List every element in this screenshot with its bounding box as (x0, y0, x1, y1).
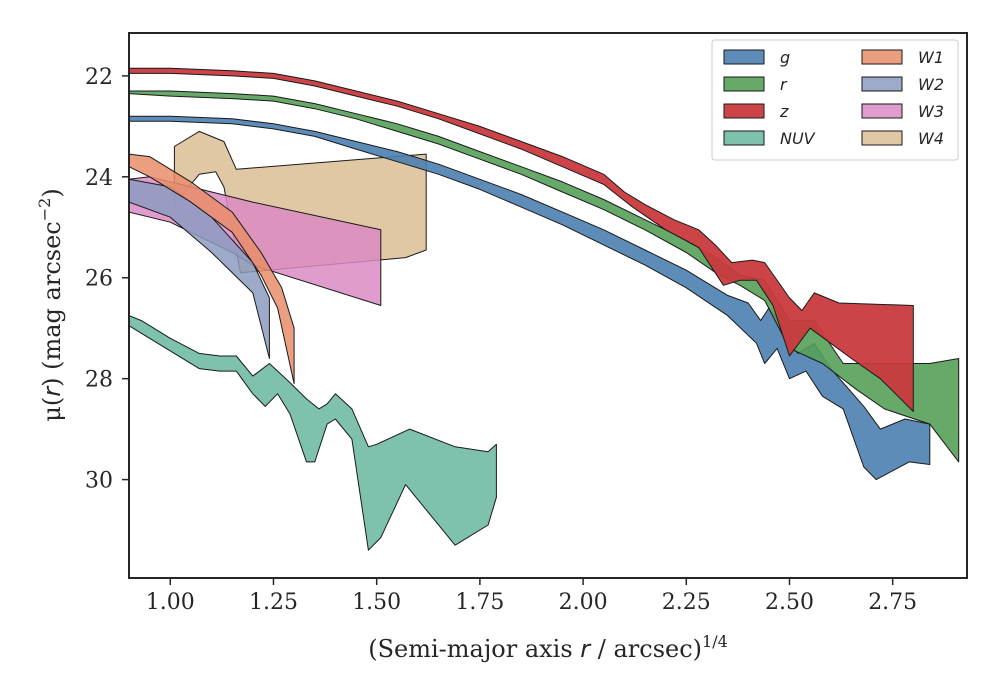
bands-layer (129, 67, 960, 551)
y-axis-title: μ(r) (mag arcsec−2) (35, 188, 66, 421)
x-tick-label: 1.50 (352, 590, 401, 615)
band-z (129, 67, 914, 412)
band-nuv (129, 315, 497, 551)
legend-frame (711, 39, 959, 161)
legend-label-nuv: NUV (780, 129, 816, 148)
x-tick-label: 2.50 (765, 590, 814, 615)
x-tick-label: 1.25 (249, 590, 298, 615)
band-w1 (129, 153, 295, 385)
legend-label-w1: W1 (918, 48, 944, 67)
y-tick-label: 24 (85, 166, 113, 191)
legend-swatch-w4 (861, 130, 903, 146)
x-axis-title: (Semi-major axis r / arcsec)1/4 (368, 632, 728, 663)
legend-label-w4: W4 (918, 129, 944, 148)
legend-label-g: g (780, 48, 790, 67)
y-tick-label: 22 (85, 65, 113, 90)
legend-swatch-w1 (861, 49, 903, 65)
legend-swatch-r (723, 76, 765, 92)
y-tick-label: 28 (85, 368, 113, 393)
legend-items: grz NUV W1 W2 W3 W4 (723, 48, 944, 148)
y-tick-label: 26 (85, 267, 113, 292)
legend-label-w2: W2 (918, 75, 944, 94)
legend-swatch-w3 (861, 103, 903, 119)
axes-frame (128, 32, 968, 579)
x-tick-label: 2.25 (662, 590, 711, 615)
legend-swatch-g (723, 49, 765, 65)
x-tick-label: 2.00 (559, 590, 608, 615)
band-g (129, 115, 931, 481)
x-ticks: 1.00 1.25 1.50 1.75 2.00 2.25 2.50 2.75 (146, 578, 917, 615)
band-r (129, 90, 960, 463)
y-tick-label: 30 (85, 469, 113, 494)
legend-swatch-nuv (723, 130, 765, 146)
legend-swatch-z (723, 103, 765, 119)
x-tick-label: 1.75 (455, 590, 504, 615)
legend: grz NUV W1 W2 W3 W4 (711, 39, 959, 161)
legend-swatch-w2 (861, 76, 903, 92)
y-ticks: 22 24 26 28 30 (85, 65, 129, 494)
x-tick-label: 2.75 (868, 590, 917, 615)
legend-label-r: r (780, 75, 788, 94)
legend-label-w3: W3 (918, 102, 944, 121)
x-tick-label: 1.00 (146, 590, 195, 615)
legend-label-z: z (779, 102, 789, 121)
